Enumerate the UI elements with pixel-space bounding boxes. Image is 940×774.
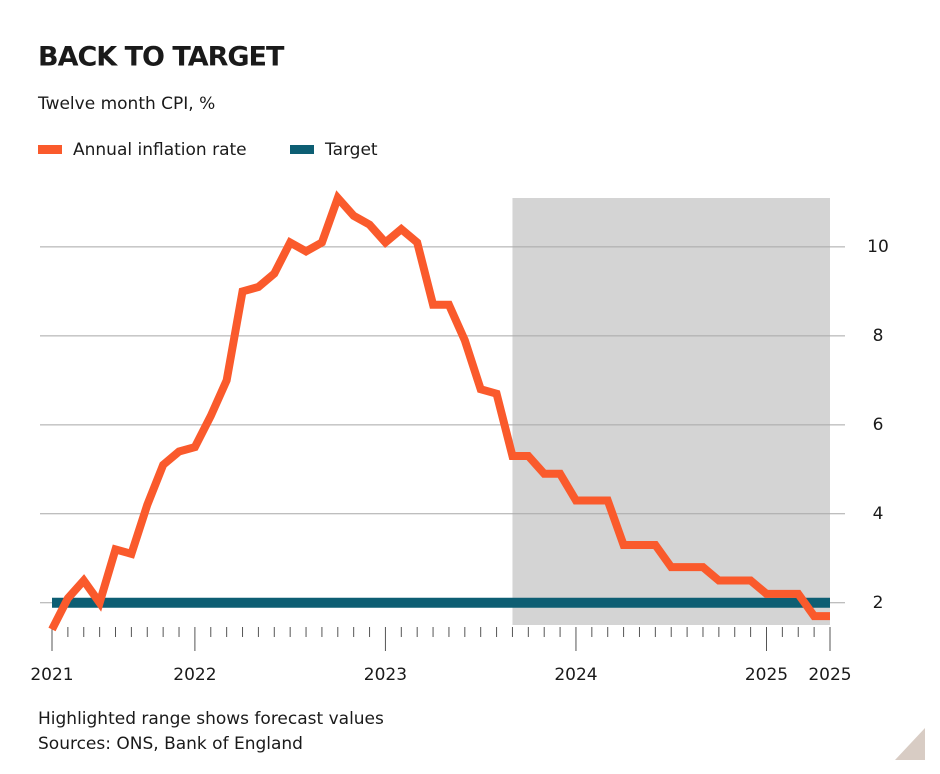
legend-swatch (290, 145, 314, 154)
x-tick-label: 2022 (173, 665, 216, 685)
chart-subtitle: Twelve month CPI, % (37, 94, 215, 114)
y-tick-label: 10 (867, 237, 889, 257)
y-tick-label: 4 (873, 504, 884, 524)
note: Highlighted range shows forecast values (38, 709, 384, 729)
x-tick-label: 2025 (808, 665, 851, 685)
y-tick-label: 6 (873, 415, 884, 435)
x-tick-label: 2024 (554, 665, 597, 685)
x-tick-label: 2021 (30, 665, 73, 685)
series-line (48, 190, 830, 632)
chart-title: BACK TO TARGET (38, 42, 285, 73)
x-tick-label: 2023 (364, 665, 407, 685)
legend-label: Annual inflation rate (73, 140, 247, 160)
x-tick-label: 2025 (745, 665, 788, 685)
y-tick-label: 2 (873, 593, 884, 613)
legend-swatch (38, 145, 62, 154)
corner-mark (895, 728, 925, 760)
legend-label: Target (324, 140, 378, 160)
y-tick-label: 8 (873, 326, 884, 346)
forecast-highlight (512, 198, 830, 625)
note: Sources: ONS, Bank of England (38, 734, 303, 754)
